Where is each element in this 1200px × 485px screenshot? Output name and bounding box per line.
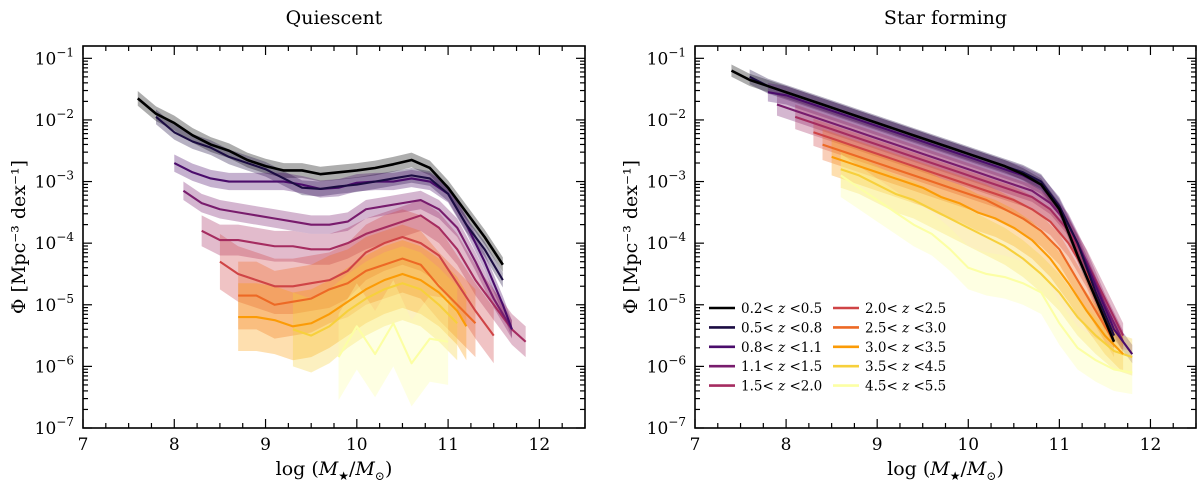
right-panel: 7 8 9 10 11 12 10−7 10−6 10−5 10−4 10−3 10−2 10−1 Sta… [620, 7, 1197, 483]
y-tick-label: 10−3 [647, 169, 686, 193]
series-line-1 [155, 116, 504, 281]
series-line-5 [813, 131, 1106, 318]
y-tick-label: 10−7 [647, 415, 686, 439]
x-tick-label: 12 [1140, 435, 1162, 455]
plot-area [136, 90, 527, 407]
x-tick-label: 7 [78, 435, 89, 455]
plot-area [730, 64, 1134, 395]
series-line-7 [831, 155, 1124, 355]
y-tick-label: 10−1 [647, 45, 686, 69]
series-line-3 [776, 103, 1125, 343]
error-band-4 [201, 200, 526, 358]
series-line-7 [238, 272, 468, 328]
series-line-3 [182, 189, 513, 330]
y-tick-label: 10−4 [35, 230, 75, 254]
x-tick-label: 12 [529, 435, 551, 455]
series-line-8 [840, 168, 1133, 359]
series-line-5 [219, 235, 495, 337]
x-tick-label: 8 [169, 435, 180, 455]
x-tick-label: 11 [437, 435, 459, 455]
y-axis-label: Φ [Mpc⁻³ dex⁻¹] [8, 160, 30, 314]
x-tick-label: 11 [1049, 435, 1071, 455]
y-tick-label: 10−2 [647, 107, 686, 131]
series-line-0 [136, 97, 504, 266]
y-tick-label: 10−7 [35, 415, 74, 439]
legend-label-2: 0.8< z <1.1 [741, 340, 822, 356]
x-axis-label: log (M★/M⊙) [276, 458, 393, 483]
legend-label-1: 0.5< z <0.8 [741, 320, 822, 336]
x-tick-label: 10 [957, 435, 979, 455]
error-band-1 [749, 69, 1115, 343]
y-tick-label: 10−6 [35, 353, 74, 377]
legend-label-0: 0.2< z <0.5 [741, 301, 822, 317]
series-line-8 [292, 282, 458, 337]
panel-title: Star forming [884, 7, 1007, 29]
y-tick-label: 10−1 [35, 45, 74, 69]
legend-label-6: 2.5< z <3.0 [865, 320, 946, 336]
x-tick-label: 7 [690, 435, 701, 455]
y-axis-label: Φ [Mpc⁻³ dex⁻¹] [620, 160, 642, 314]
legend-label-8: 3.5< z <4.5 [865, 359, 946, 375]
x-tick-label: 8 [781, 435, 792, 455]
legend-label-3: 1.1< z <1.5 [741, 359, 822, 375]
series-line-0 [730, 69, 1116, 343]
y-tick-label: 10−6 [647, 353, 686, 377]
legend-label-7: 3.0< z <3.5 [865, 340, 946, 356]
y-tick-label: 10−3 [35, 169, 74, 193]
x-tick-label: 10 [346, 435, 368, 455]
error-band-8 [840, 150, 1133, 376]
error-band-0 [137, 90, 503, 273]
x-tick-label: 9 [260, 435, 271, 455]
x-axis-label: log (M★/M⊙) [887, 458, 1004, 483]
y-tick-label: 10−4 [647, 230, 687, 254]
error-band-2 [174, 154, 512, 339]
y-tick-label: 10−2 [35, 107, 74, 131]
x-tick-label: 9 [872, 435, 883, 455]
series-line-9 [840, 174, 1133, 374]
legend-label-5: 2.0< z <2.5 [865, 301, 946, 317]
series-line-6 [822, 143, 1115, 343]
error-band-3 [776, 93, 1124, 353]
error-band-9 [338, 280, 449, 407]
error-band-5 [813, 118, 1105, 331]
left-panel: 7 8 9 10 11 12 10−7 10−6 10−5 10−4 10−3 10−2 10−1 Qui… [8, 7, 586, 483]
series-line-9 [337, 322, 449, 365]
legend-label-4: 1.5< z <2.0 [741, 379, 822, 395]
legend: 0.2< z <0.5 0.5< z <0.8 0.8< z <1.1 1.1< z … [709, 301, 946, 395]
y-tick-label: 10−5 [647, 292, 686, 316]
legend-label-9: 4.5< z <5.5 [865, 379, 946, 395]
error-band-5 [219, 209, 494, 364]
series-line-4 [201, 214, 527, 343]
y-tick-label: 10−5 [35, 292, 74, 316]
error-band-3 [183, 181, 512, 339]
error-band-6 [822, 129, 1115, 358]
error-band-6 [238, 224, 476, 358]
series-line-6 [238, 257, 477, 324]
panel-title: Quiescent [286, 7, 383, 29]
